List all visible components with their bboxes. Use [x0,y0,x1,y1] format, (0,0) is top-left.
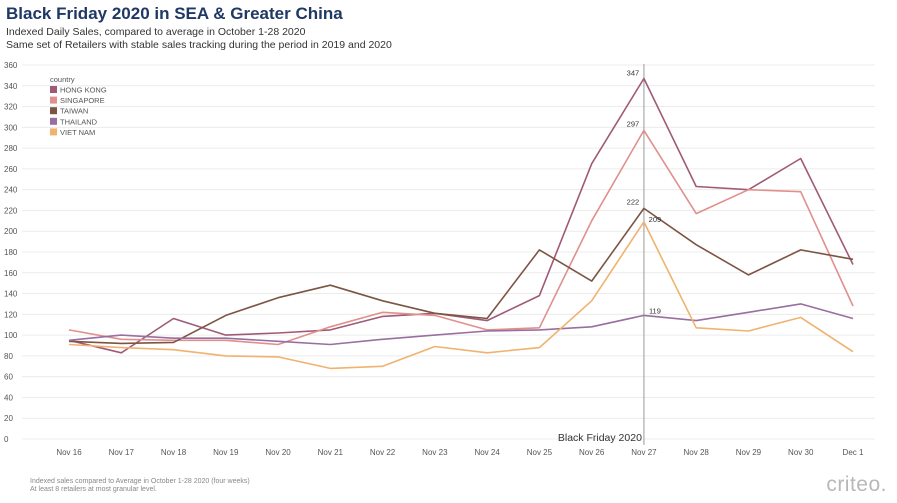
chart-title: Black Friday 2020 in SEA & Greater China [6,4,343,23]
x-tick-label: Nov 28 [684,448,710,457]
y-tick-label: 240 [4,186,18,195]
series-line-thailand [68,303,854,346]
x-tick-label: Nov 25 [527,448,553,457]
annotation-label: 297 [627,119,640,128]
y-tick-label: 280 [4,144,18,153]
y-tick-label: 360 [4,61,18,70]
y-tick-label: 180 [4,248,18,257]
x-tick-label: Nov 23 [422,448,448,457]
x-tick-label: Nov 26 [579,448,605,457]
y-tick-label: 0 [4,435,9,444]
legend-item-label: TAIWAN [60,107,88,116]
y-tick-label: 40 [4,393,13,402]
x-axis: Nov 16 Nov 17 Nov 18 Nov 19 Nov 20 Nov 21 Nov … [56,448,864,457]
series-line-hong-kong [68,77,854,354]
y-tick-label: 160 [4,269,18,278]
y-axis: 0 20 40 60 80 100 120 140 160 180 200 220 240 260 280 3… [4,61,18,444]
gridlines [22,64,875,440]
y-tick-label: 60 [4,373,13,382]
x-tick-label: Nov 24 [474,448,500,457]
chart-subtitle-2: Same set of Retailers with stable sales … [6,39,392,51]
x-tick-label: Nov 29 [736,448,762,457]
legend-item-label: THAILAND [60,117,98,126]
y-tick-label: 200 [4,227,18,236]
x-tick-label: Nov 20 [265,448,291,457]
criteo-logo: criteo. [826,473,887,496]
legend-swatch [50,86,57,93]
reference-line: Black Friday 2020 [558,64,645,445]
footnote-line-2: At least 8 retailers at most granular le… [30,486,157,493]
y-tick-label: 120 [4,310,18,319]
legend-swatch [50,96,57,104]
y-tick-label: 220 [4,206,18,215]
x-tick-label: Nov 16 [56,448,82,457]
y-tick-label: 100 [4,331,18,340]
annotation-label: 119 [649,306,661,315]
legend-title: country [50,75,75,84]
y-tick-label: 320 [4,103,18,112]
annotation-label: 222 [627,197,640,206]
x-tick-label: Nov 19 [213,448,239,457]
black-friday-label: Black Friday 2020 [558,432,642,444]
legend-swatch [50,107,57,115]
y-tick-label: 340 [4,82,18,91]
legend-item-label: SINGAPORE [60,96,105,105]
x-tick-label: Nov 18 [161,448,187,457]
legend-swatch [50,117,57,125]
y-tick-label: 140 [4,290,18,299]
y-tick-label: 20 [4,414,13,423]
y-tick-label: 260 [4,165,18,174]
series-lines [68,77,854,370]
annotation-label: 347 [627,69,640,78]
legend-item-label: VIET NAM [60,128,95,137]
series-line-viet-nam [68,221,854,370]
x-tick-label: Nov 21 [318,448,344,457]
x-tick-label: Dec 1 [843,448,864,457]
x-tick-label: Nov 27 [631,448,657,457]
footnote-line-1: Indexed sales compared to Average in Oct… [30,478,250,485]
series-line-taiwan [68,207,854,345]
x-tick-label: Nov 22 [370,448,396,457]
legend-swatch [50,128,57,136]
legend-item-label: HONG KONG [60,86,107,95]
y-tick-label: 80 [4,352,13,361]
y-tick-label: 300 [4,123,18,132]
series-line-singapore [68,129,854,346]
x-tick-label: Nov 30 [788,448,814,457]
x-tick-label: Nov 17 [109,448,135,457]
annotations: 347 297 222 209 119 [627,69,662,316]
chart-subtitle-1: Indexed Daily Sales, compared to average… [6,26,306,38]
annotation-label: 209 [649,215,662,224]
